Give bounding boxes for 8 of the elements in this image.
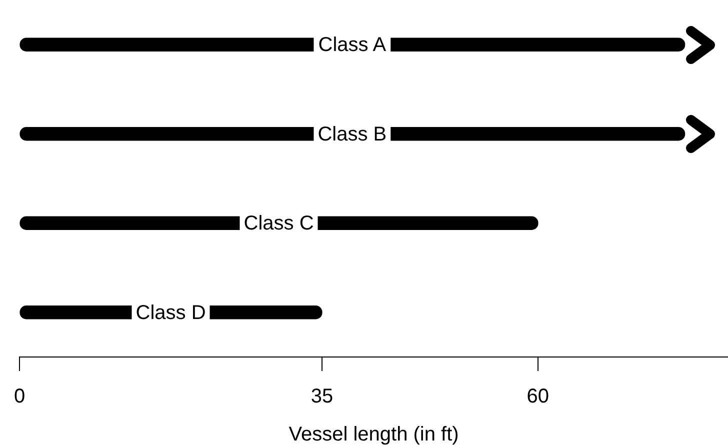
y-tick-label: Class A (318, 34, 387, 56)
x-tick-label: 60 (526, 386, 550, 408)
x-axis-title: Vessel length (in ft) (288, 424, 459, 446)
x-tick-label: 0 (14, 386, 26, 408)
y-tick-label: Class D (136, 302, 206, 324)
y-tick-label: Class B (318, 123, 387, 146)
y-tick-label: Class C (244, 212, 314, 235)
x-tick-label: 35 (310, 386, 334, 408)
